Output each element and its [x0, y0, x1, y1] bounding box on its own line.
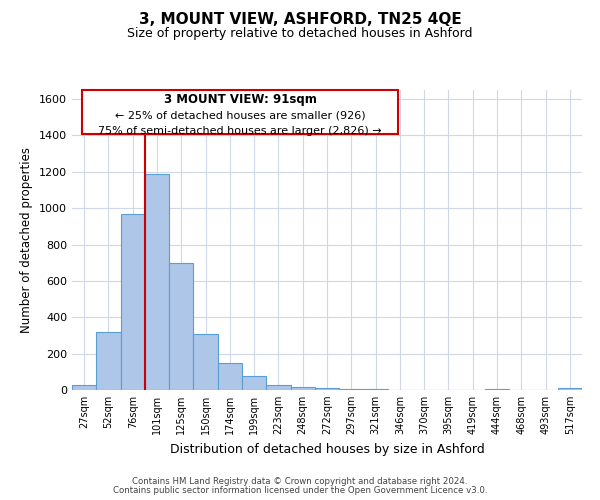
Text: Size of property relative to detached houses in Ashford: Size of property relative to detached ho… [127, 28, 473, 40]
Bar [364, 389, 388, 390]
Bar [218, 362, 242, 390]
Bar [72, 386, 96, 390]
Bar [290, 388, 315, 390]
Bar [266, 384, 290, 390]
Bar [169, 262, 193, 390]
Bar [145, 174, 169, 390]
Bar [315, 388, 339, 390]
Bar [558, 388, 582, 390]
Y-axis label: Number of detached properties: Number of detached properties [20, 147, 34, 333]
Bar [339, 389, 364, 390]
X-axis label: Distribution of detached houses by size in Ashford: Distribution of detached houses by size … [170, 442, 484, 456]
Text: Contains HM Land Registry data © Crown copyright and database right 2024.: Contains HM Land Registry data © Crown c… [132, 477, 468, 486]
Text: 3 MOUNT VIEW: 91sqm: 3 MOUNT VIEW: 91sqm [164, 92, 317, 106]
Bar [242, 376, 266, 390]
Text: Contains public sector information licensed under the Open Government Licence v3: Contains public sector information licen… [113, 486, 487, 495]
Text: ← 25% of detached houses are smaller (926): ← 25% of detached houses are smaller (92… [115, 110, 365, 120]
Text: 75% of semi-detached houses are larger (2,826) →: 75% of semi-detached houses are larger (… [98, 126, 382, 136]
Bar [121, 214, 145, 390]
Text: 3, MOUNT VIEW, ASHFORD, TN25 4QE: 3, MOUNT VIEW, ASHFORD, TN25 4QE [139, 12, 461, 28]
Bar [193, 334, 218, 390]
Bar [96, 332, 121, 390]
Bar [485, 389, 509, 390]
